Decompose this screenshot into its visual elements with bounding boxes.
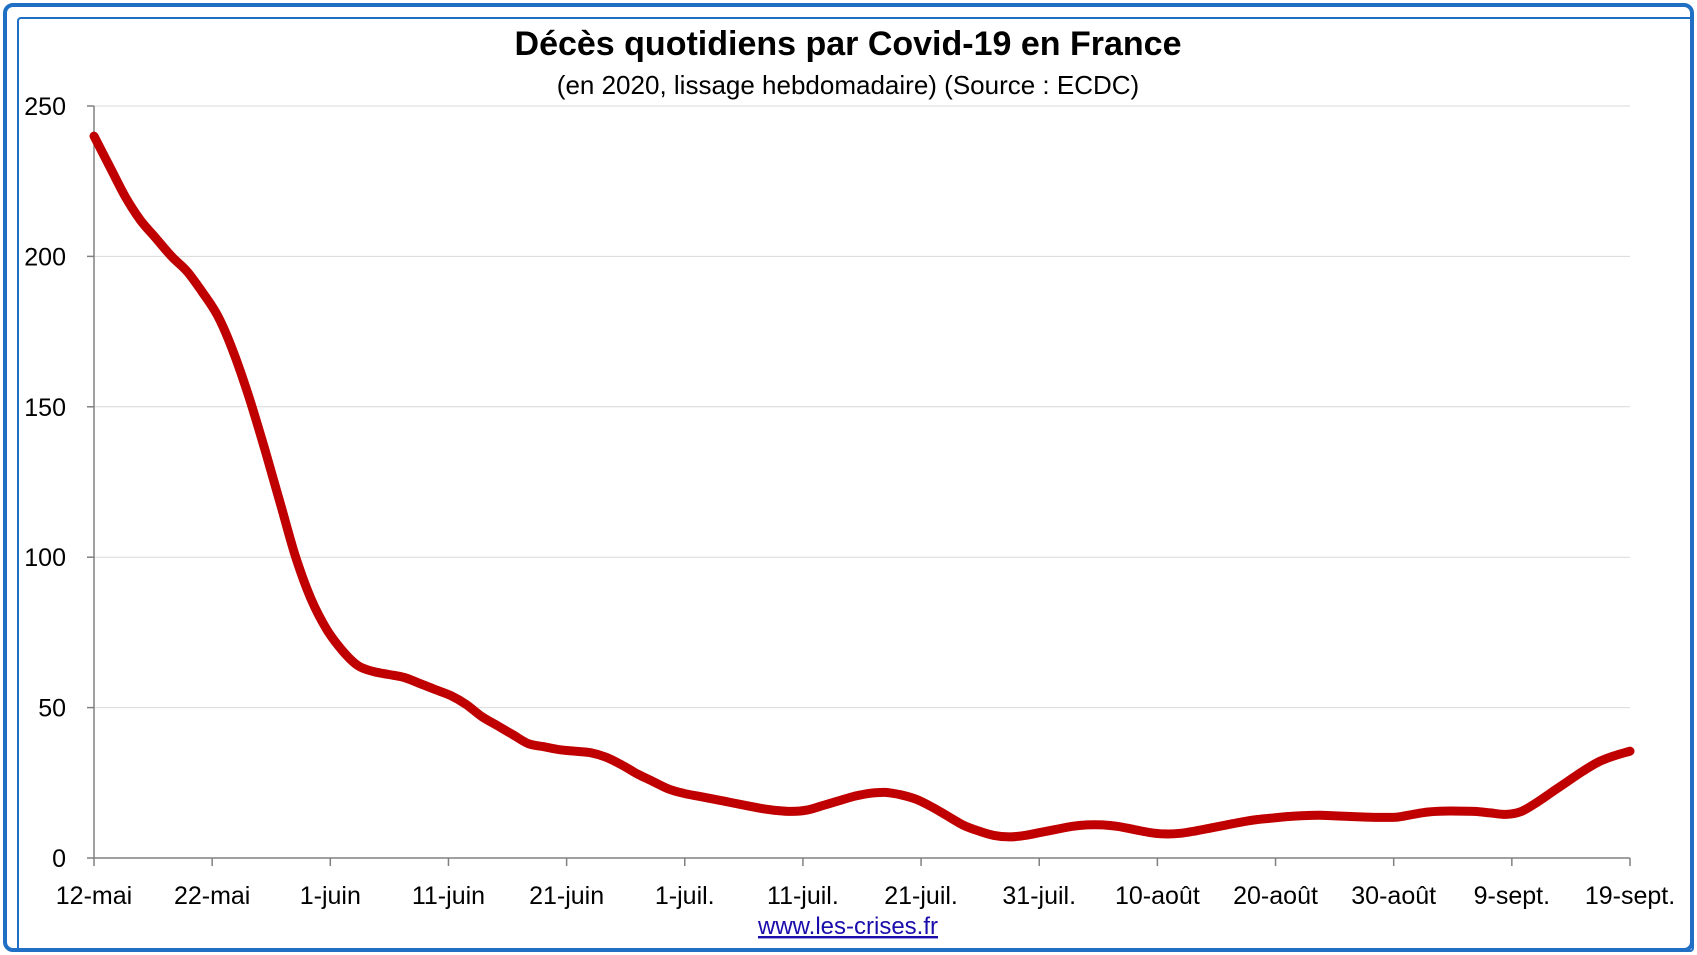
x-tick-label-13: 19-sept.: [1585, 882, 1675, 910]
source-link[interactable]: www.les-crises.fr: [757, 913, 938, 940]
x-tick-label-4: 21-juin: [529, 882, 604, 910]
x-tick-label-0: 12-mai: [56, 882, 132, 910]
x-axis-ticks: 12-mai 22-mai 1-juin 11-juin 21-juin 1-juil. 1…: [56, 858, 1675, 910]
x-tick-label-5: 1-juil.: [655, 882, 715, 910]
axes: [93, 106, 1630, 859]
gridlines: [94, 105, 1630, 709]
x-tick-label-10: 20-août: [1233, 882, 1318, 910]
y-tick-label-0: 0: [52, 845, 66, 873]
chart-subtitle: (en 2020, lissage hebdomadaire) (Source …: [557, 70, 1139, 100]
x-tick-label-3: 11-juin: [412, 882, 485, 910]
x-tick-label-7: 21-juil.: [884, 882, 958, 910]
chart-title: Décès quotidiens par Covid-19 en France: [515, 25, 1182, 63]
y-tick-label-250: 250: [24, 93, 66, 121]
series-line-0: [89, 131, 1635, 842]
x-tick-label-9: 10-août: [1115, 882, 1200, 910]
y-tick-label-50: 50: [38, 695, 66, 723]
x-tick-label-11: 30-août: [1351, 882, 1436, 910]
series-group: [89, 131, 1635, 842]
chart-inner-border: [17, 17, 1694, 952]
x-tick-label-2: 1-juin: [300, 882, 361, 910]
y-tick-label-150: 150: [24, 394, 66, 422]
x-tick-label-1: 22-mai: [174, 882, 250, 910]
x-tick-label-8: 31-juil.: [1002, 882, 1076, 910]
x-tick-label-12: 9-sept.: [1474, 882, 1550, 910]
y-tick-label-100: 100: [24, 544, 66, 572]
y-tick-label-200: 200: [24, 243, 66, 271]
y-axis-ticks: 0 50 100 150 200 250: [24, 93, 94, 873]
x-tick-label-6: 11-juil.: [767, 882, 839, 910]
